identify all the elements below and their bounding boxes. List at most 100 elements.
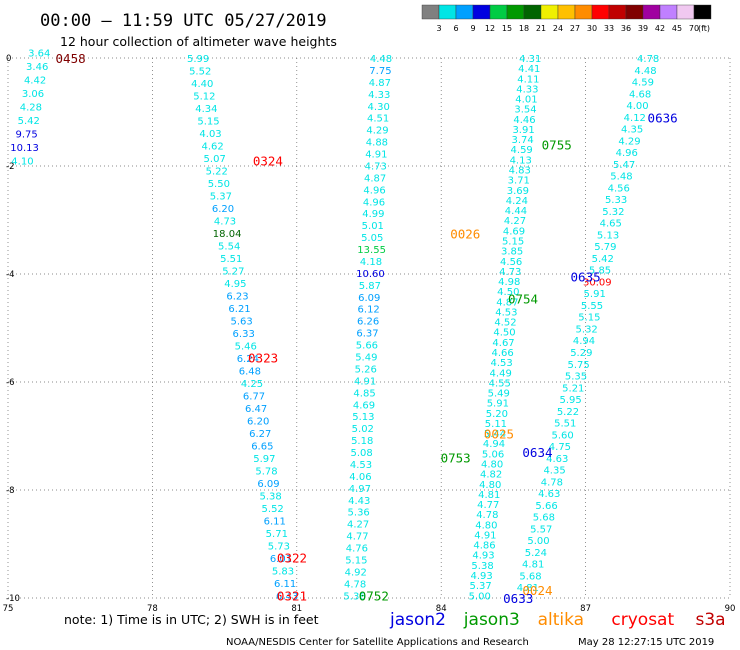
- lat-lon-grid: [7, 57, 731, 599]
- wave-height-value: 4.12: [624, 113, 646, 124]
- wave-height-value: 4.50: [497, 287, 519, 298]
- footnote: note: 1) Time is in UTC; 2) SWH is in fe…: [64, 612, 319, 627]
- wave-height-value: 5.49: [355, 353, 377, 364]
- wave-height-value: 5.52: [189, 66, 211, 77]
- wave-height-value: 6.27: [249, 429, 271, 440]
- wave-height-value: 5.13: [352, 412, 374, 423]
- wave-height-value: 4.59: [632, 78, 654, 89]
- wave-height-value: 5.60: [551, 430, 573, 441]
- legend-value: 24: [553, 24, 563, 33]
- wave-height-value: 4.66: [491, 348, 513, 359]
- wave-height-value: 5.78: [255, 466, 277, 477]
- wave-height-value: 4.91: [474, 530, 496, 541]
- wave-height-value: 4.35: [621, 125, 643, 136]
- legend-value: 15: [502, 24, 512, 33]
- wave-height-value: 5.91: [487, 399, 509, 410]
- pass-id-label: 0633: [503, 591, 533, 606]
- wave-height-value: 4.65: [600, 219, 622, 230]
- wave-height-value: 6.20: [212, 204, 234, 215]
- wave-height-value: 5.42: [592, 254, 614, 265]
- wave-height-value: 4.13: [510, 155, 532, 166]
- wave-height-value: 6.65: [251, 441, 273, 452]
- wave-height-value: 4.33: [368, 90, 390, 101]
- wave-height-tracks: 3.64 3.46 4.42 3.06 4.28 5.42 9.75 10.13 4.10 5.9…: [10, 49, 659, 603]
- pass-labels: 0458 0324 0323 0322 0321 0026 0753 0752 0755 0754…: [56, 51, 678, 606]
- legend-swatch: [591, 4, 610, 20]
- wave-height-value: 5.68: [519, 571, 541, 582]
- wave-height-value: 4.49: [490, 368, 512, 379]
- wave-height-value: 5.71: [266, 529, 288, 540]
- wave-height-value: 4.53: [491, 358, 513, 369]
- wave-height-value: 5.15: [197, 116, 219, 127]
- wave-height-value: 6.26: [357, 317, 379, 328]
- wave-height-value: 5.91: [584, 289, 606, 300]
- legend-value: 3: [436, 24, 441, 33]
- legend-swatch: [421, 4, 440, 20]
- legend-swatch: [693, 4, 712, 20]
- wave-height-value: 5.51: [554, 419, 576, 430]
- wave-height-value: 4.59: [511, 145, 533, 156]
- wave-height-value: 4.29: [366, 126, 388, 137]
- wave-height-value: 4.81: [517, 583, 539, 594]
- wave-height-value: 5.66: [356, 341, 378, 352]
- wave-height-value: 4.76: [346, 544, 368, 555]
- pass-id-label: 0458: [56, 51, 86, 66]
- legend-value: 42: [655, 24, 665, 33]
- wave-height-value: 5.21: [562, 383, 584, 394]
- legend-swatch: [438, 4, 457, 20]
- wave-height-value: 5.27: [222, 266, 244, 277]
- wave-height-value: 3.85: [501, 247, 523, 258]
- wave-height-value: 4.78: [637, 54, 659, 65]
- wave-height-value: 4.24: [506, 196, 528, 207]
- wave-height-value: 4.51: [367, 114, 389, 125]
- wave-height-value: 4.50: [493, 328, 515, 339]
- wave-height-value: 5.42: [18, 116, 40, 127]
- wave-height-value: 5.57: [530, 524, 552, 535]
- legend-value: 39: [638, 24, 648, 33]
- wave-height-value: 4.40: [191, 79, 213, 90]
- wave-height-value: 4.93: [472, 551, 494, 562]
- pass-id-label: 0324: [253, 154, 283, 169]
- legend-swatch: [472, 4, 491, 20]
- wave-height-value: 10.60: [356, 269, 385, 280]
- wave-height-value: 6.01: [270, 554, 292, 565]
- wave-height-value: 5.52: [262, 504, 284, 515]
- wave-height-value: 4.69: [353, 400, 375, 411]
- wave-height-value: 5.01: [362, 221, 384, 232]
- wave-height-value: 4.78: [344, 579, 366, 590]
- wave-height-value: 4.67: [492, 338, 514, 349]
- wave-height-value: 4.94: [573, 336, 595, 347]
- legend-value: 21: [536, 24, 546, 33]
- wave-height-value: 4.48: [370, 54, 392, 65]
- wave-height-value: 4.68: [629, 89, 651, 100]
- wave-height-value: 4.01: [515, 95, 537, 106]
- wave-height-value: 4.03: [199, 129, 221, 140]
- y-tick-label: -6: [6, 378, 14, 388]
- x-tick-label: 87: [580, 604, 591, 614]
- chart-subtitle: 12 hour collection of altimeter wave hei…: [60, 34, 337, 49]
- legend-value: 70: [689, 24, 699, 33]
- y-tick-label: -4: [6, 270, 14, 280]
- axis-ticks: 75 78 81 84 87 90 0 -2 -4 -6 -8 -10: [3, 54, 736, 614]
- x-tick-label: 90: [725, 604, 736, 614]
- wave-height-value: 5.50: [208, 179, 230, 190]
- wave-height-value: 18.04: [213, 229, 242, 240]
- legend-swatch: [608, 4, 627, 20]
- wave-height-value: 5.26: [355, 364, 377, 375]
- wave-height-value: 3.06: [22, 89, 44, 100]
- wave-height-value: 4.63: [538, 489, 560, 500]
- legend-swatch: [540, 4, 559, 20]
- wave-height-value: 5.24: [525, 548, 547, 559]
- pass-id-label: 0634: [522, 445, 552, 460]
- legend-swatch: [625, 4, 644, 20]
- wave-height-value: 3.46: [26, 62, 48, 73]
- wave-height-value: 4.42: [24, 76, 46, 87]
- wave-height-value: 4.87: [369, 78, 391, 89]
- wave-height-value: 5.15: [578, 313, 600, 324]
- wave-height-value: 4.28: [20, 103, 42, 114]
- wave-height-value: 5.38: [471, 561, 493, 572]
- wave-height-value: 5.35: [565, 372, 587, 383]
- wave-height-value: 6.77: [243, 391, 265, 402]
- credit-text: NOAA/NESDIS Center for Satellite Applica…: [226, 637, 529, 648]
- legend-value: 36: [621, 24, 631, 33]
